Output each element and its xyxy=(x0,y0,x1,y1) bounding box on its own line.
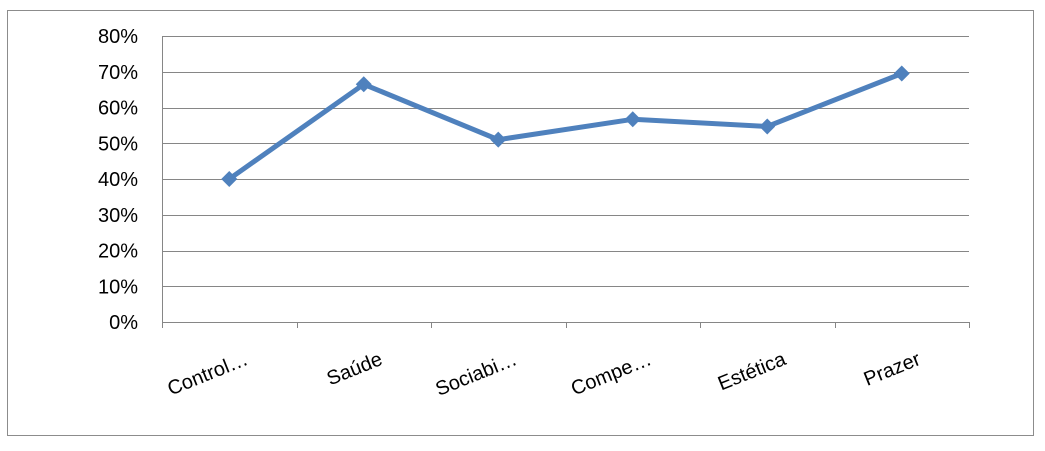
series xyxy=(221,65,910,187)
y-tick-label: 10% xyxy=(98,276,138,298)
series-line xyxy=(226,71,905,182)
data-point-marker xyxy=(355,76,372,93)
x-axis: Control… Saúde Sociabi… Compe… Estética Praze… xyxy=(162,322,970,401)
x-tick-label: Estética xyxy=(715,348,790,395)
data-point-marker xyxy=(624,111,641,128)
x-tick-label: Saúde xyxy=(324,348,386,390)
x-tick-label: Sociabi… xyxy=(433,348,521,400)
y-tick-label: 0% xyxy=(109,312,138,334)
line-chart: 0% 10% 20% 30% 40% 50% 60% 70% 80% Control… Saúde… xyxy=(98,26,970,401)
y-tick-label: 80% xyxy=(98,26,138,48)
data-point-marker xyxy=(221,171,238,187)
data-point-marker xyxy=(490,131,507,148)
y-tick-label: 50% xyxy=(98,133,138,155)
x-tick-label: Compe… xyxy=(568,348,655,400)
y-axis: 0% 10% 20% 30% 40% 50% 60% 70% 80% xyxy=(98,26,163,334)
gridlines xyxy=(162,36,969,323)
y-tick-label: 30% xyxy=(98,205,138,227)
y-tick-label: 70% xyxy=(98,62,138,84)
data-point-marker xyxy=(759,118,776,135)
data-point-marker xyxy=(893,65,910,82)
chart-frame: 0% 10% 20% 30% 40% 50% 60% 70% 80% Control… Saúde… xyxy=(7,10,1034,436)
x-tick-label: Control… xyxy=(165,348,252,400)
x-tick-label: Prazer xyxy=(861,348,924,391)
y-tick-label: 20% xyxy=(98,241,138,263)
y-tick-label: 60% xyxy=(98,98,138,120)
y-tick-label: 40% xyxy=(98,169,138,191)
